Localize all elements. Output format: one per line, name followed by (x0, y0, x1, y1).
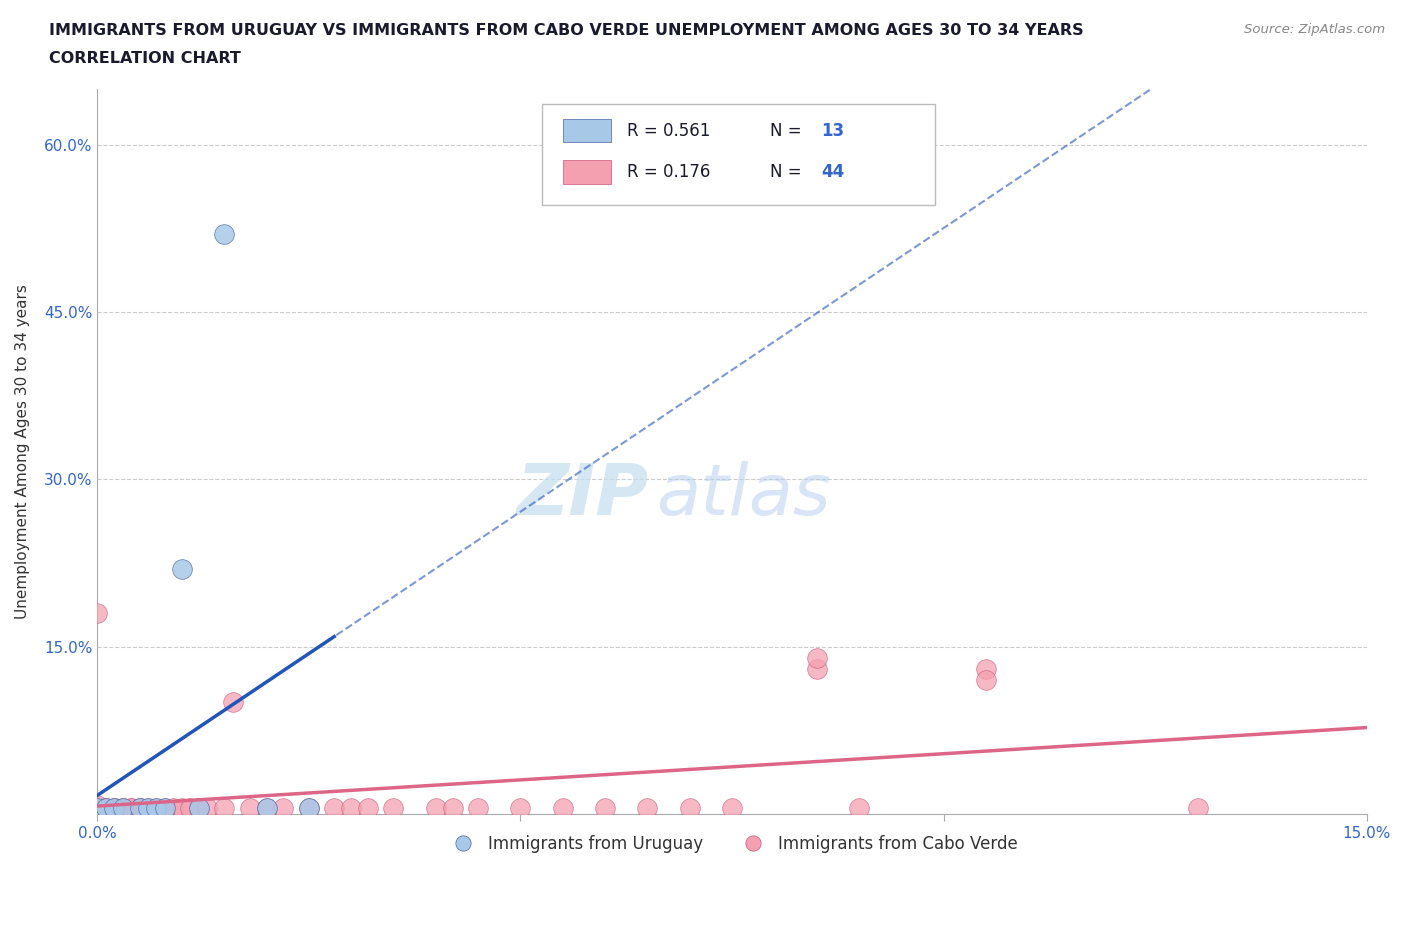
Legend: Immigrants from Uruguay, Immigrants from Cabo Verde: Immigrants from Uruguay, Immigrants from… (440, 829, 1025, 860)
Text: 44: 44 (821, 163, 844, 181)
Point (153, 801, 176, 816)
Text: N =: N = (770, 122, 807, 140)
Point (212, 801, 235, 816)
Point (806, 661, 828, 676)
Point (195, 801, 218, 816)
Text: ZIP: ZIP (517, 460, 650, 529)
Point (298, 801, 321, 816)
Point (162, 801, 184, 816)
Point (86, 801, 108, 816)
Point (509, 801, 531, 816)
Text: R = 0.176: R = 0.176 (627, 163, 710, 181)
Point (86, 801, 108, 816)
Point (170, 561, 193, 576)
Point (256, 801, 278, 816)
Point (128, 801, 150, 816)
Text: atlas: atlas (655, 460, 831, 529)
Point (239, 801, 262, 816)
Point (323, 801, 346, 816)
Text: N =: N = (770, 163, 807, 181)
Point (848, 801, 870, 816)
Point (273, 801, 295, 816)
Point (636, 801, 658, 816)
Point (145, 801, 167, 816)
Point (256, 801, 278, 816)
Text: 13: 13 (821, 122, 844, 140)
FancyBboxPatch shape (541, 104, 935, 206)
Point (551, 801, 574, 816)
Point (187, 801, 209, 816)
Point (212, 227, 235, 242)
Point (221, 695, 243, 710)
Point (103, 801, 125, 816)
Point (974, 672, 997, 687)
Text: IMMIGRANTS FROM URUGUAY VS IMMIGRANTS FROM CABO VERDE UNEMPLOYMENT AMONG AGES 30: IMMIGRANTS FROM URUGUAY VS IMMIGRANTS FR… (49, 23, 1084, 38)
FancyBboxPatch shape (564, 119, 612, 142)
Point (128, 801, 150, 816)
Point (170, 801, 193, 816)
Text: R = 0.561: R = 0.561 (627, 122, 710, 140)
Point (94, 801, 117, 816)
Point (94, 801, 117, 816)
Point (103, 801, 125, 816)
Point (86, 797, 108, 812)
FancyBboxPatch shape (564, 160, 612, 183)
Point (593, 801, 616, 816)
Point (441, 801, 464, 816)
Point (357, 801, 380, 816)
Point (94, 801, 117, 816)
Point (679, 801, 702, 816)
Point (467, 801, 489, 816)
Point (111, 801, 134, 816)
Point (136, 801, 159, 816)
Text: Source: ZipAtlas.com: Source: ZipAtlas.com (1244, 23, 1385, 36)
Point (382, 801, 405, 816)
Point (806, 650, 828, 665)
Point (1187, 801, 1209, 816)
Point (136, 801, 159, 816)
Point (86, 605, 108, 620)
Point (111, 801, 134, 816)
Point (298, 801, 321, 816)
Point (120, 801, 142, 816)
Text: CORRELATION CHART: CORRELATION CHART (49, 51, 240, 66)
Point (103, 801, 125, 816)
Point (340, 801, 363, 816)
Point (153, 801, 176, 816)
Point (128, 801, 150, 816)
Point (86, 801, 108, 816)
Point (721, 801, 744, 816)
Point (111, 801, 134, 816)
Point (425, 801, 447, 816)
Point (120, 801, 142, 816)
Point (145, 801, 167, 816)
Point (974, 661, 997, 676)
Point (179, 801, 201, 816)
Y-axis label: Unemployment Among Ages 30 to 34 years: Unemployment Among Ages 30 to 34 years (15, 285, 30, 619)
Point (187, 801, 209, 816)
